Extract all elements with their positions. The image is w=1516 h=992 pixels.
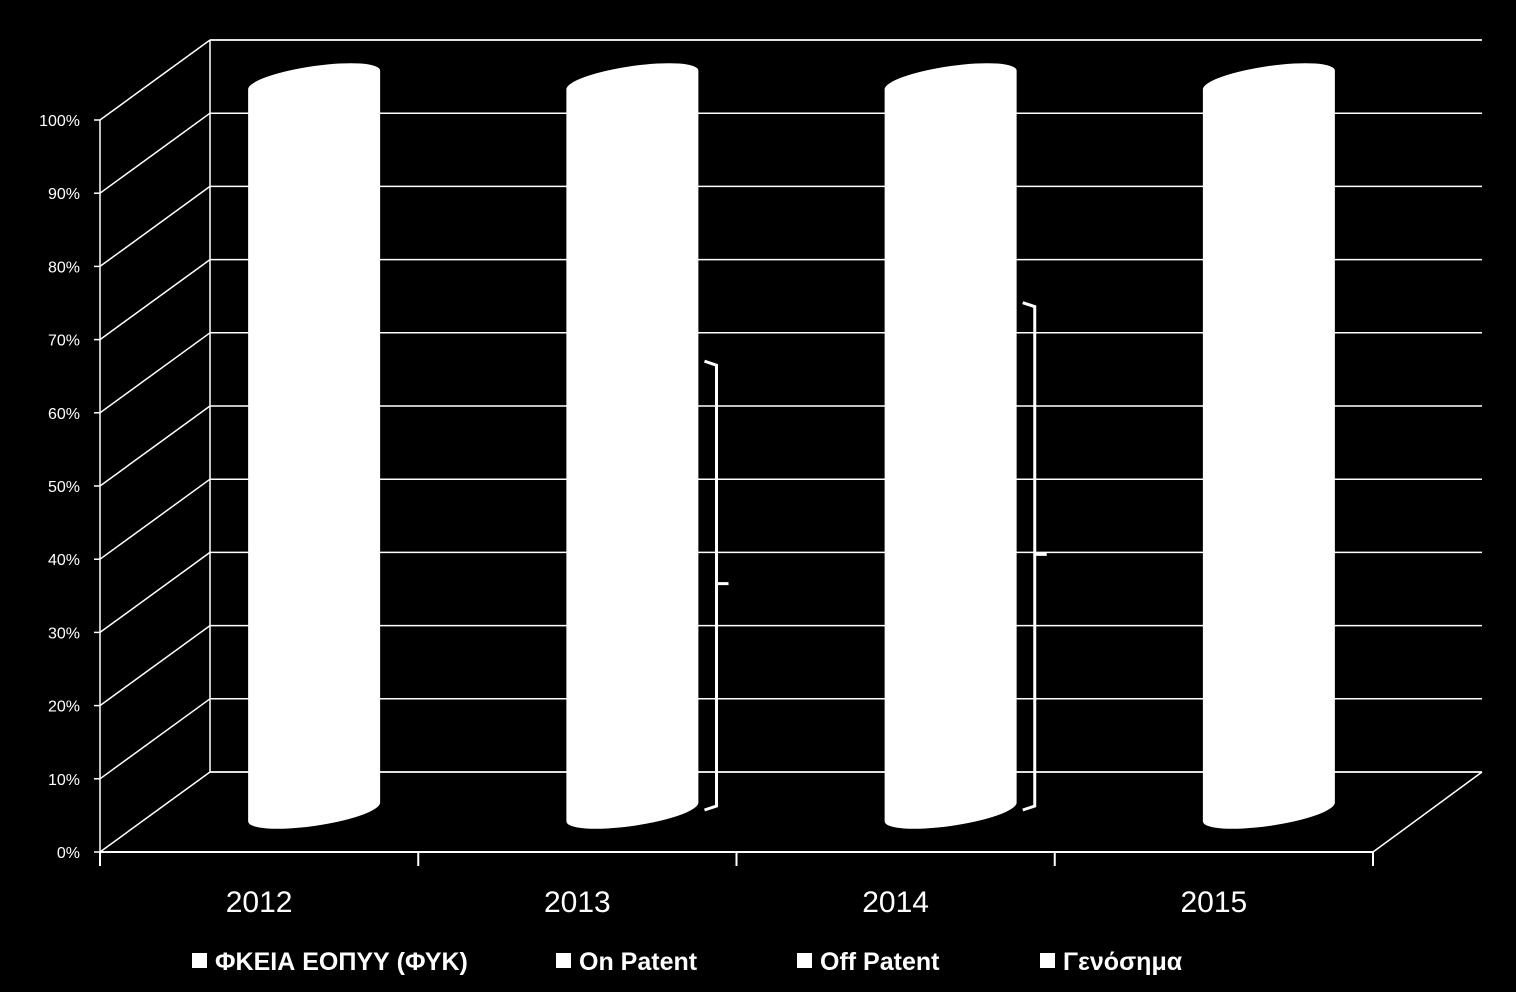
y-tick-label: 20% xyxy=(48,699,80,716)
legend-swatch xyxy=(192,953,207,968)
y-tick-label: 40% xyxy=(48,552,80,569)
legend-label: ΦΚΕΙΑ ΕΟΠΥΥ (ΦΥΚ) xyxy=(215,948,468,976)
y-tick-label: 90% xyxy=(48,186,80,203)
y-tick-label: 100% xyxy=(39,113,80,130)
y-tick-label: 30% xyxy=(48,625,80,642)
gridline-side xyxy=(99,771,211,853)
y-tick-label: 50% xyxy=(48,479,80,496)
gridline-side xyxy=(99,332,211,414)
bar-cylinder-2014 xyxy=(884,63,1017,829)
gridline-side xyxy=(99,478,211,560)
bracket-2014 xyxy=(1022,301,1047,812)
gridline-side xyxy=(99,112,211,194)
y-tick-label: 0% xyxy=(57,845,80,862)
gridline-side xyxy=(99,185,211,268)
x-axis: 2012 2013 2014 2015 xyxy=(99,851,1374,919)
legend-swatch xyxy=(556,953,571,968)
y-axis: 0% 10% 20% 30% 40% 50% 60% 70% 80% 90% 100% xyxy=(39,113,101,862)
x-tick-label: 2014 xyxy=(862,886,929,919)
legend-label: Off Patent xyxy=(820,948,940,976)
y-tick-label: 60% xyxy=(48,406,80,423)
floor-right-edge xyxy=(1372,771,1483,853)
gridline-side xyxy=(99,624,211,707)
legend-label: Γενόσημα xyxy=(1063,948,1183,976)
y-tick-label: 10% xyxy=(48,772,80,789)
gridline-side xyxy=(99,551,211,634)
x-tick-label: 2012 xyxy=(226,886,293,919)
gridline-side xyxy=(99,39,211,121)
legend-swatch xyxy=(1040,953,1055,968)
bar-cylinder-2012 xyxy=(248,63,381,829)
legend: ΦΚΕΙΑ ΕΟΠΥΥ (ΦΥΚ) On Patent Off Patent Γενό… xyxy=(192,948,1183,976)
brackets xyxy=(704,301,1047,812)
gridline-side xyxy=(99,698,211,780)
bar-cylinder-2015 xyxy=(1202,63,1335,829)
bracket-2013 xyxy=(704,359,729,812)
bar-cylinder-2013 xyxy=(566,63,699,829)
y-tick-label: 80% xyxy=(48,259,80,276)
gridline-side xyxy=(99,258,211,341)
x-tick-label: 2015 xyxy=(1181,886,1248,919)
legend-swatch xyxy=(797,953,812,968)
y-tick-label: 70% xyxy=(48,333,80,350)
bars xyxy=(248,63,1335,829)
gridline-side xyxy=(99,405,211,487)
legend-label: On Patent xyxy=(579,948,698,976)
x-tick-label: 2013 xyxy=(544,886,611,919)
